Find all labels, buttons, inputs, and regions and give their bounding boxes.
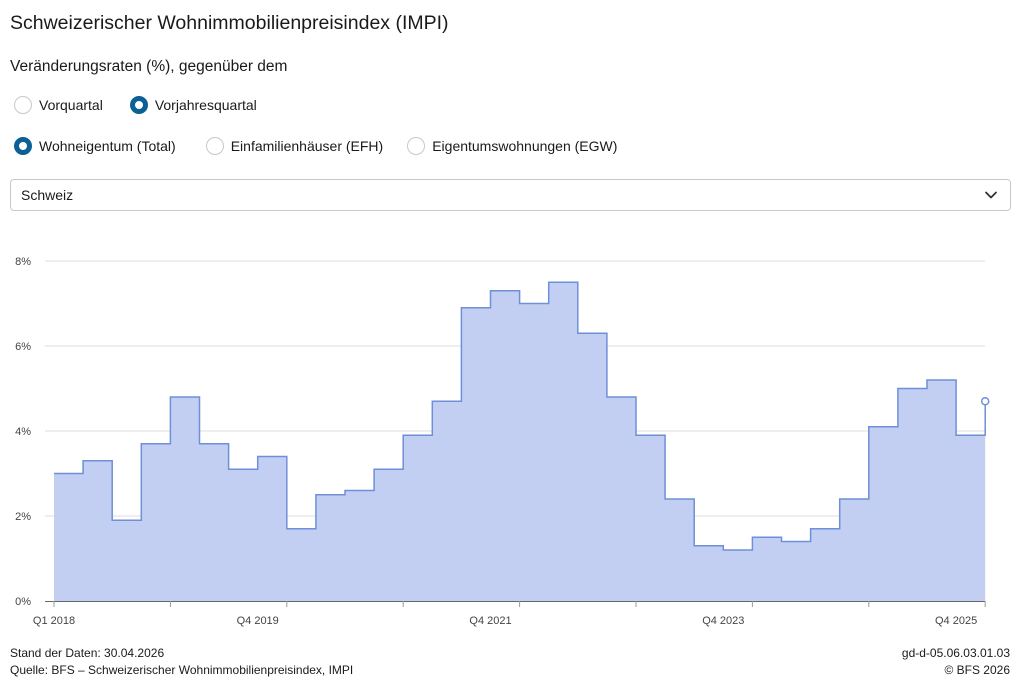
chart-area bbox=[54, 282, 986, 601]
chart-line bbox=[54, 281, 986, 551]
radio-efh-indicator[interactable] bbox=[205, 137, 224, 155]
radio-efh[interactable]: Einfamilienhäuser (EFH) bbox=[205, 137, 384, 155]
radio-wohneigentum-label: Wohneigentum (Total) bbox=[39, 138, 176, 154]
chart-subtitle: Veränderungsraten (%), gegenüber dem bbox=[10, 58, 288, 75]
radio-egw-label: Eigentumswohnungen (EGW) bbox=[432, 138, 618, 154]
footer-copyright: © BFS 2026 bbox=[944, 663, 1010, 677]
chevron-down-icon bbox=[985, 191, 997, 199]
radio-efh-label: Einfamilienhäuser (EFH) bbox=[230, 138, 384, 154]
radio-vorquartal-indicator[interactable] bbox=[14, 96, 32, 114]
footer-stand: Stand der Daten: 30.04.2026 bbox=[10, 646, 165, 660]
y-tick-label: 4% bbox=[15, 426, 31, 438]
footer-quelle: Quelle: BFS – Schweizerischer Wohnimmobi… bbox=[10, 663, 354, 677]
region-select-value: Schweiz bbox=[21, 187, 74, 203]
y-tick-label: 6% bbox=[15, 341, 31, 353]
type-radio-group: Wohneigentum (Total) Einfamilienhäuser (… bbox=[14, 137, 617, 155]
footer-code: gd-d-05.06.03.01.03 bbox=[901, 646, 1010, 660]
region-select[interactable]: Schweiz bbox=[10, 179, 1011, 211]
x-tick-label: Q4 2025 bbox=[935, 615, 977, 627]
y-tick-label: 2% bbox=[15, 511, 31, 523]
last-data-point bbox=[980, 397, 990, 406]
x-axis-ticks: Q1 2018 Q4 2019 Q4 2021 Q4 2023 Q4 2025 bbox=[33, 601, 986, 627]
radio-wohneigentum-indicator[interactable] bbox=[14, 137, 32, 155]
y-axis-ticks: 0% 2% 4% 6% 8% bbox=[15, 256, 31, 608]
radio-vorjahresquartal-indicator[interactable] bbox=[129, 96, 148, 114]
radio-egw[interactable]: Eigentumswohnungen (EGW) bbox=[407, 137, 617, 155]
period-radio-group: Vorquartal Vorjahresquartal bbox=[14, 96, 257, 114]
radio-egw-indicator[interactable] bbox=[407, 137, 426, 155]
y-tick-label: 8% bbox=[15, 256, 31, 268]
radio-vorquartal-label: Vorquartal bbox=[39, 97, 103, 113]
x-tick-label: Q4 2019 bbox=[237, 615, 279, 627]
price-index-chart: 0%2%4%6%8% Q1 2018 Q4 2019 Q4 2021 Q4 2023 Q… bbox=[15, 256, 990, 627]
page-title: Schweizerischer Wohnimmobilienpreisindex… bbox=[10, 12, 449, 34]
radio-vorquartal[interactable]: Vorquartal bbox=[14, 96, 103, 114]
x-tick-label: Q1 2018 bbox=[33, 615, 75, 627]
radio-vorjahresquartal[interactable]: Vorjahresquartal bbox=[129, 96, 257, 114]
radio-vorjahresquartal-label: Vorjahresquartal bbox=[154, 97, 257, 113]
x-tick-label: Q4 2023 bbox=[702, 615, 744, 627]
radio-wohneigentum[interactable]: Wohneigentum (Total) bbox=[14, 137, 176, 155]
x-tick-label: Q4 2021 bbox=[469, 615, 511, 627]
y-tick-label: 0% bbox=[15, 596, 31, 608]
